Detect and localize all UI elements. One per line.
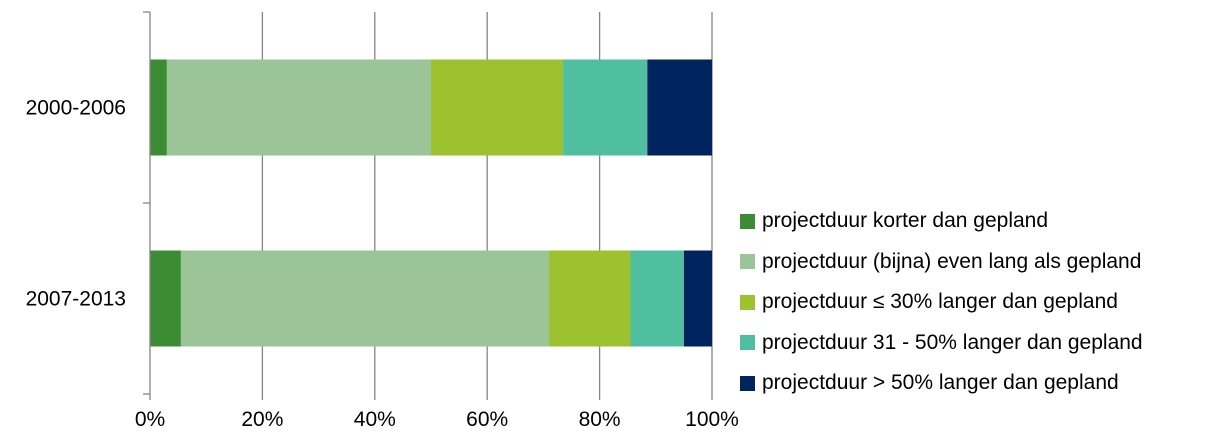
legend-item: projectduur korter dan gepland bbox=[740, 201, 1143, 242]
legend-label: projectduur 31 - 50% langer dan gepland bbox=[762, 330, 1143, 354]
bar-segment-2-2 bbox=[180, 250, 550, 347]
legend-label: projectduur korter dan gepland bbox=[762, 209, 1049, 233]
bar-segment-2-1 bbox=[166, 59, 432, 156]
x-tick-label: 60% bbox=[466, 408, 508, 431]
bar-segment-1-1 bbox=[150, 59, 167, 156]
bar-segment-4-2 bbox=[630, 250, 684, 347]
bar-segment-3-2 bbox=[549, 250, 631, 347]
legend-item: projectduur (bijna) even lang als geplan… bbox=[740, 242, 1143, 283]
axes bbox=[143, 11, 713, 400]
bar-segment-5-2 bbox=[683, 250, 712, 347]
category-label: 2000-2006 bbox=[26, 97, 126, 120]
bar-segment-3-1 bbox=[431, 59, 564, 156]
x-tick-label: 0% bbox=[135, 408, 165, 431]
legend-swatch bbox=[740, 375, 755, 391]
legend-item: projectduur 31 - 50% langer dan gepland bbox=[740, 323, 1143, 364]
x-tick-label: 40% bbox=[354, 408, 396, 431]
bar-segment-1-2 bbox=[150, 250, 181, 347]
bar-segment-4-1 bbox=[563, 59, 648, 156]
legend-item: projectduur > 50% langer dan gepland bbox=[740, 363, 1143, 404]
x-tick-label: 20% bbox=[241, 408, 283, 431]
legend-swatch bbox=[740, 294, 755, 310]
x-tick-label: 100% bbox=[685, 408, 739, 431]
tick-labels: 0% 20% 40% 60% 80% 100% 2000-2006 2007-2013 bbox=[26, 97, 739, 432]
category-label: 2007-2013 bbox=[26, 288, 126, 311]
bar-segment-5-1 bbox=[647, 59, 712, 156]
legend-swatch bbox=[740, 213, 755, 229]
legend: projectduur korter dan gepland projectduu… bbox=[740, 201, 1143, 404]
x-tick-label: 80% bbox=[579, 408, 621, 431]
legend-label: projectduur (bijna) even lang als geplan… bbox=[762, 249, 1142, 273]
bars bbox=[150, 59, 712, 347]
legend-label: projectduur > 50% langer dan gepland bbox=[762, 371, 1119, 395]
legend-swatch bbox=[740, 254, 755, 270]
legend-item: projectduur ≤ 30% langer dan gepland bbox=[740, 282, 1143, 323]
legend-label: projectduur ≤ 30% langer dan gepland bbox=[762, 290, 1118, 314]
legend-swatch bbox=[740, 335, 755, 351]
